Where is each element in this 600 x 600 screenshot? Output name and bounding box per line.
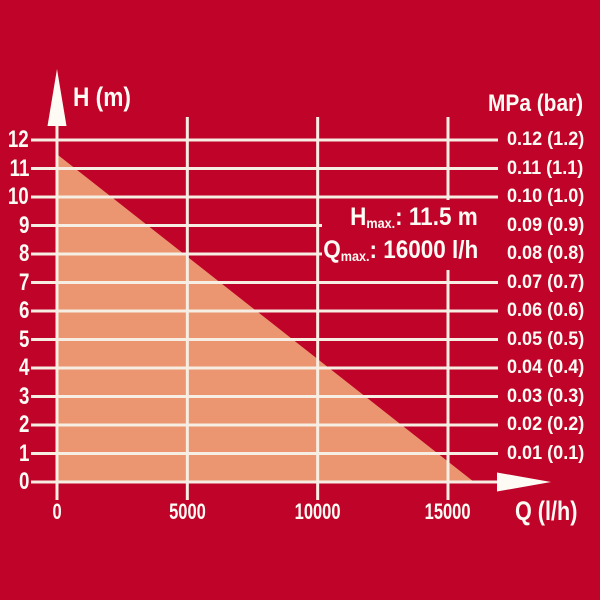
mpa-bar-tick-label-11: 0.11 (1.1) (507, 157, 584, 179)
x-tick-label-0: 0 (52, 499, 62, 524)
y-tick-label-1: 1 (18, 439, 29, 467)
y-tick-label-3: 3 (18, 382, 29, 410)
mpa-bar-tick-label-7: 0.07 (0.7) (507, 271, 585, 293)
mpa-bar-tick-label-10: 0.10 (1.0) (507, 186, 585, 207)
q-max-spec: Qmax.: 16000 l/h (322, 236, 478, 264)
y-tick-label-5: 5 (18, 325, 29, 353)
mpa-bar-tick-label-5: 0.05 (0.5) (507, 328, 585, 350)
y-tick-label-4: 4 (18, 354, 29, 381)
secondary-axis-title: MPa (bar) (488, 90, 584, 117)
x-tick-label-10000: 10000 (294, 499, 341, 524)
y-tick-label-9: 9 (18, 211, 29, 239)
mpa-bar-tick-label-3: 0.03 (0.3) (507, 385, 585, 407)
x-tick-label-5000: 5000 (168, 499, 206, 524)
y-tick-label-11: 11 (9, 154, 29, 182)
y-tick-label-10: 10 (8, 183, 29, 210)
y-axis-arrow-icon (47, 69, 67, 126)
x-axis-title: Q (l/h) (515, 496, 578, 526)
y-tick-label-0: 0 (18, 468, 29, 495)
mpa-bar-tick-label-8: 0.08 (0.8) (507, 243, 585, 264)
mpa-bar-tick-label-1: 0.01 (0.1) (507, 442, 585, 464)
mpa-bar-tick-label-12: 0.12 (1.2) (507, 129, 585, 150)
y-axis-title: H (m) (73, 82, 131, 112)
x-axis-arrow-icon (497, 472, 551, 492)
mpa-bar-tick-label-4: 0.04 (0.4) (507, 357, 585, 378)
x-tick-label-15000: 15000 (425, 499, 471, 524)
y-tick-label-7: 7 (18, 268, 29, 296)
mpa-bar-tick-label-9: 0.09 (0.9) (507, 214, 585, 236)
mpa-bar-tick-label-2: 0.02 (0.2) (507, 414, 585, 435)
y-tick-label-6: 6 (18, 297, 29, 324)
y-tick-label-8: 8 (18, 240, 29, 267)
mpa-bar-tick-label-6: 0.06 (0.6) (507, 300, 585, 321)
h-max-spec: Hmax.: 11.5 m (350, 203, 478, 231)
y-tick-label-2: 2 (18, 411, 29, 438)
y-tick-label-12: 12 (8, 126, 29, 153)
pump-specs-annotation: Hmax.: 11.5 m Qmax.: 16000 l/h (322, 200, 506, 270)
pump-capacity-area (57, 154, 475, 482)
